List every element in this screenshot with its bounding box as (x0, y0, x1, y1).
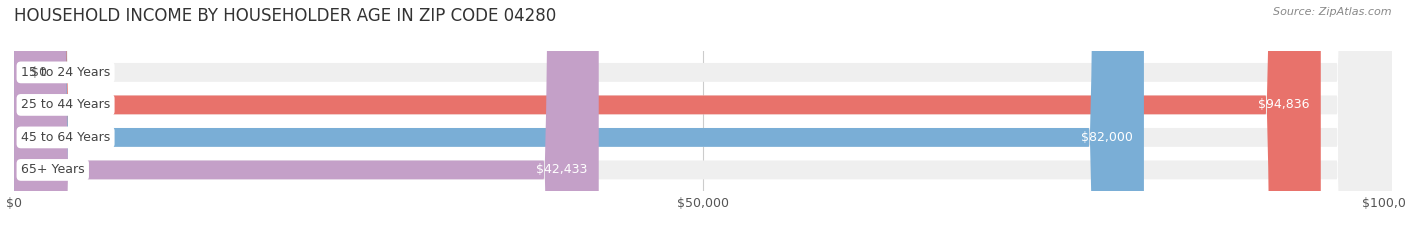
Text: HOUSEHOLD INCOME BY HOUSEHOLDER AGE IN ZIP CODE 04280: HOUSEHOLD INCOME BY HOUSEHOLDER AGE IN Z… (14, 7, 557, 25)
Text: 25 to 44 Years: 25 to 44 Years (21, 98, 110, 111)
Text: $0: $0 (31, 66, 46, 79)
FancyBboxPatch shape (14, 0, 1392, 233)
Text: Source: ZipAtlas.com: Source: ZipAtlas.com (1274, 7, 1392, 17)
FancyBboxPatch shape (14, 0, 1392, 233)
Text: $82,000: $82,000 (1081, 131, 1133, 144)
Text: $94,836: $94,836 (1258, 98, 1310, 111)
Text: 45 to 64 Years: 45 to 64 Years (21, 131, 110, 144)
FancyBboxPatch shape (14, 0, 1392, 233)
FancyBboxPatch shape (14, 0, 1144, 233)
FancyBboxPatch shape (14, 0, 599, 233)
FancyBboxPatch shape (14, 0, 1392, 233)
Text: 15 to 24 Years: 15 to 24 Years (21, 66, 110, 79)
Text: $42,433: $42,433 (536, 163, 588, 176)
FancyBboxPatch shape (14, 0, 1320, 233)
Text: 65+ Years: 65+ Years (21, 163, 84, 176)
